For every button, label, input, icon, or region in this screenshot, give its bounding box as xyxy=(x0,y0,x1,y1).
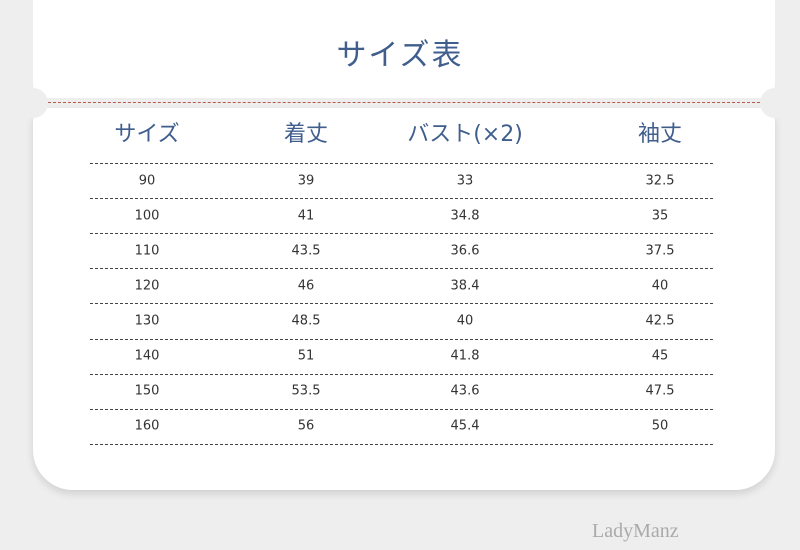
table-cell: 43.6 xyxy=(450,383,480,399)
table-cell: 32.5 xyxy=(645,173,675,189)
row-rule xyxy=(90,303,713,305)
table-cell: 48.5 xyxy=(291,313,321,329)
row-rule xyxy=(90,443,713,445)
title: サイズ表 xyxy=(336,38,464,73)
table-cell: 53.5 xyxy=(291,383,321,399)
table-cell: 110 xyxy=(134,243,160,259)
header-cell: サイズ xyxy=(114,122,180,147)
table-cell: 35 xyxy=(651,208,669,224)
row-rule xyxy=(90,373,713,375)
header-cell: バスト(×2) xyxy=(407,122,523,147)
table-cell: 41 xyxy=(297,208,315,224)
table-cell: 51 xyxy=(297,348,315,364)
table-cell: 46 xyxy=(297,278,315,294)
table-cell: 36.6 xyxy=(450,243,480,259)
table-cell: 42.5 xyxy=(645,313,675,329)
table-cell: 40 xyxy=(456,313,474,329)
notch xyxy=(18,88,48,118)
watermark: LadyManz xyxy=(592,520,679,542)
table-cell: 100 xyxy=(134,208,160,224)
table-cell: 39 xyxy=(297,173,315,189)
table-cell: 120 xyxy=(134,278,160,294)
table-cell: 38.4 xyxy=(450,278,480,294)
table-cell: 47.5 xyxy=(645,383,675,399)
table-cell: 33 xyxy=(456,173,474,189)
row-rule xyxy=(90,198,713,200)
table-cell: 150 xyxy=(134,383,160,399)
table-cell: 50 xyxy=(651,418,669,434)
header-cell: 袖丈 xyxy=(637,122,683,147)
card-top xyxy=(33,0,775,98)
table-cell: 45.4 xyxy=(450,418,480,434)
row-rule xyxy=(90,338,713,340)
table-cell: 56 xyxy=(297,418,315,434)
row-rule xyxy=(90,268,713,270)
table-cell: 37.5 xyxy=(645,243,675,259)
table-cell: 160 xyxy=(134,418,160,434)
notch xyxy=(760,88,790,118)
row-rule xyxy=(90,233,713,235)
table-cell: 34.8 xyxy=(450,208,480,224)
table-cell: 90 xyxy=(138,173,156,189)
table-cell: 140 xyxy=(134,348,160,364)
table-cell: 130 xyxy=(134,313,160,329)
table-cell: 41.8 xyxy=(450,348,480,364)
row-rule xyxy=(90,408,713,410)
table-cell: 45 xyxy=(651,348,669,364)
card-bottom xyxy=(33,108,775,490)
table-cell: 43.5 xyxy=(291,243,321,259)
table-cell: 40 xyxy=(651,278,669,294)
header-cell: 着丈 xyxy=(283,122,329,147)
row-rule xyxy=(90,163,713,164)
separator xyxy=(48,102,760,103)
